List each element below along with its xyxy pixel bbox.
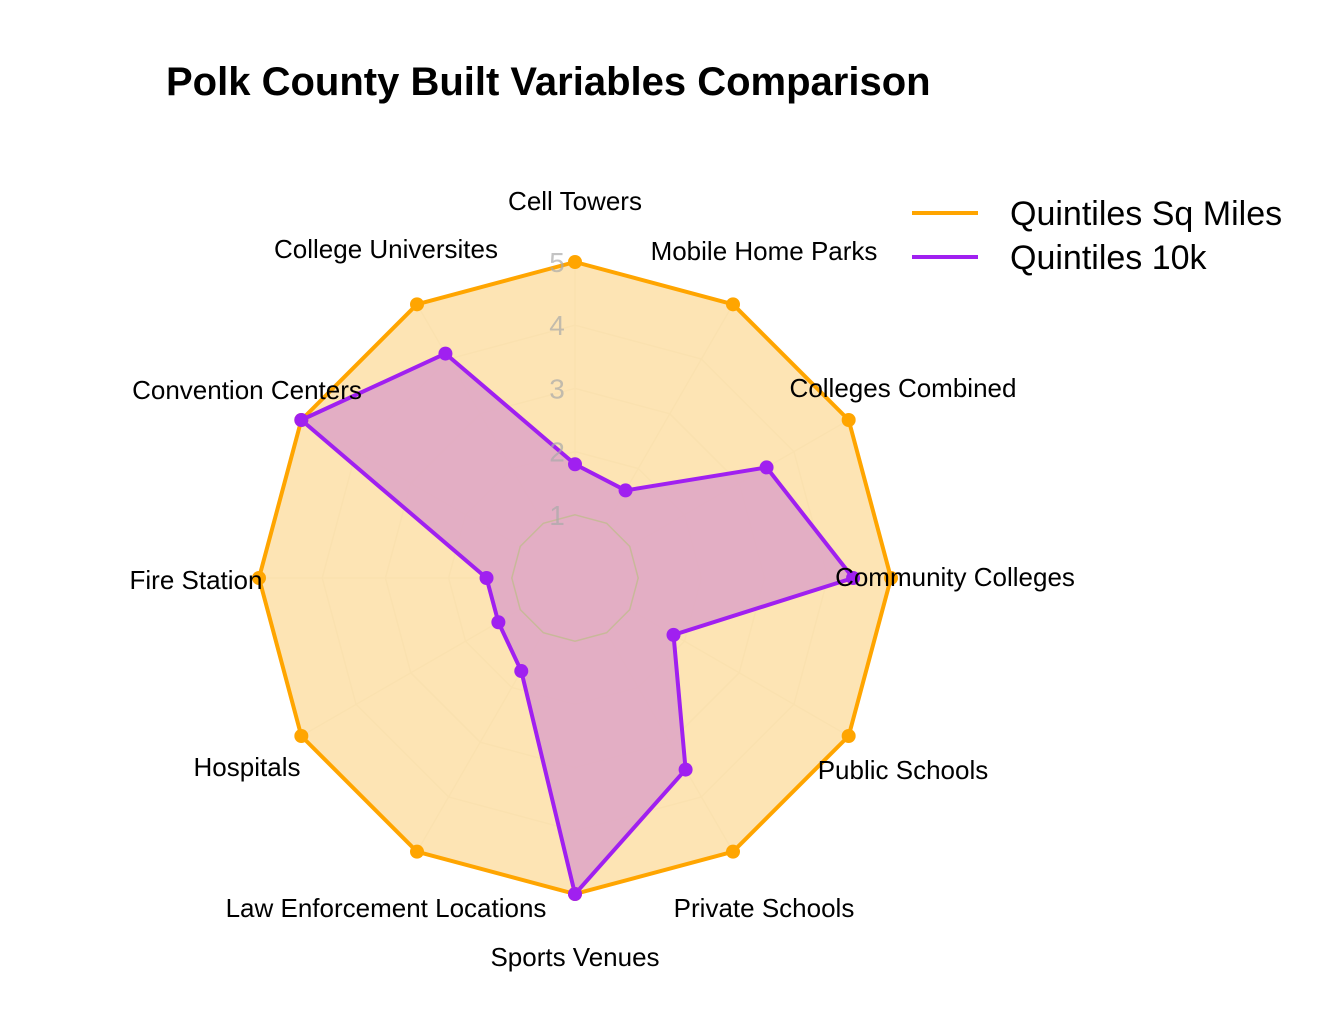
axis-label-colleges-combined: Colleges Combined	[790, 373, 1017, 403]
tick-label-3: 3	[549, 373, 565, 404]
legend-label-quintiles-10k: Quintiles 10k	[1010, 239, 1208, 277]
point-quintiles-10k-mobile-home-parks	[618, 483, 633, 498]
point-quintiles-10k-private-schools	[678, 762, 693, 777]
axis-label-cell-towers: Cell Towers	[508, 186, 642, 216]
tick-label-5: 5	[549, 247, 565, 278]
point-quintiles-10k-colleges-combined	[759, 460, 774, 475]
axis-label-public-schools: Public Schools	[818, 755, 989, 785]
point-quintiles-sq-miles-private-schools	[726, 844, 740, 859]
tick-label-1: 1	[549, 500, 565, 531]
axis-label-law-enforcement-locations: Law Enforcement Locations	[226, 893, 547, 923]
tick-label-4: 4	[549, 310, 565, 341]
series-layer	[252, 255, 898, 901]
point-quintiles-10k-convention-centers	[294, 413, 309, 427]
axis-label-private-schools: Private Schools	[674, 893, 855, 923]
point-quintiles-sq-miles-cell-towers	[568, 255, 582, 269]
axis-label-hospitals: Hospitals	[194, 752, 301, 782]
point-quintiles-10k-college-universites	[438, 346, 453, 361]
point-quintiles-sq-miles-law-enforcement-locations	[410, 844, 424, 859]
point-quintiles-sq-miles-college-universites	[410, 297, 424, 312]
point-quintiles-sq-miles-colleges-combined	[841, 413, 856, 427]
point-quintiles-sq-miles-public-schools	[841, 729, 856, 743]
point-quintiles-sq-miles-fire-station	[252, 571, 266, 585]
legend-label-quintiles-sq-miles: Quintiles Sq Miles	[1010, 195, 1282, 233]
point-quintiles-10k-community-colleges	[846, 571, 861, 585]
point-quintiles-10k-public-schools	[666, 627, 681, 642]
axis-label-college-universites: College Universites	[274, 234, 498, 264]
grid-center	[511, 514, 639, 642]
axis-label-layer: Cell Towers Mobile Home Parks Colleges Com…	[130, 186, 1075, 972]
axis-label-fire-station: Fire Station	[130, 565, 263, 595]
point-quintiles-10k-cell-towers	[568, 457, 582, 472]
axis-label-community-colleges: Community Colleges	[835, 562, 1075, 592]
chart-title: Polk County Built Variables Comparison	[166, 60, 931, 104]
tick-label-2: 2	[549, 437, 565, 468]
point-quintiles-10k-sports-venues	[568, 887, 582, 901]
legend: Quintiles Sq Miles Quintiles 10k	[912, 195, 1282, 277]
point-quintiles-10k-hospitals	[491, 615, 506, 630]
point-quintiles-10k-fire-station	[479, 571, 494, 585]
axis-label-convention-centers: Convention Centers	[132, 375, 362, 405]
axis-label-mobile-home-parks: Mobile Home Parks	[651, 236, 878, 266]
axis-label-sports-venues: Sports Venues	[490, 942, 659, 972]
point-quintiles-sq-miles-hospitals	[294, 729, 309, 743]
point-quintiles-sq-miles-community-colleges	[884, 571, 898, 585]
tick-layer: 1 2 3 4 5	[549, 247, 565, 531]
point-quintiles-10k-law-enforcement-locations	[514, 664, 529, 679]
point-quintiles-sq-miles-mobile-home-parks	[726, 297, 740, 312]
